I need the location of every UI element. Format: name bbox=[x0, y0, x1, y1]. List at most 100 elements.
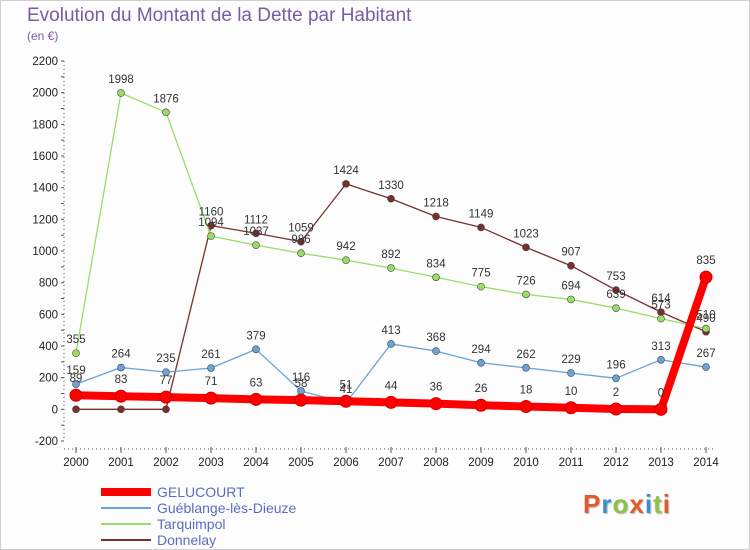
series-point bbox=[657, 314, 665, 323]
y-tick-label: 0 bbox=[52, 404, 58, 416]
chart-title: Evolution du Montant de la Dette par Hab… bbox=[27, 5, 412, 26]
data-label: 0 bbox=[658, 387, 664, 399]
data-label: 726 bbox=[516, 275, 535, 287]
data-label: 413 bbox=[381, 325, 400, 337]
y-tick-label: 400 bbox=[39, 341, 58, 353]
data-label: 379 bbox=[246, 330, 265, 342]
x-tick-label: 2014 bbox=[693, 457, 719, 469]
data-label: 1023 bbox=[513, 228, 539, 240]
series-line-2 bbox=[75, 92, 707, 354]
data-label: 235 bbox=[156, 353, 175, 365]
series-point bbox=[522, 243, 530, 252]
series-point bbox=[339, 394, 353, 408]
data-label: 1112 bbox=[244, 214, 268, 226]
data-label: 267 bbox=[696, 348, 715, 360]
series-point bbox=[72, 380, 80, 388]
x-tick-label: 2012 bbox=[603, 457, 629, 469]
series-point bbox=[567, 369, 575, 377]
data-label: 1876 bbox=[153, 93, 179, 105]
series-point bbox=[432, 212, 440, 221]
data-label: 1160 bbox=[199, 207, 224, 219]
series-point bbox=[117, 89, 125, 97]
data-label: 753 bbox=[606, 271, 625, 283]
data-label: 89 bbox=[70, 373, 83, 385]
data-label: 18 bbox=[520, 384, 533, 396]
data-label: 835 bbox=[696, 255, 715, 267]
x-tick-label: 2009 bbox=[468, 457, 494, 469]
legend-label: Donnelay bbox=[157, 532, 217, 548]
data-label: 892 bbox=[381, 249, 400, 261]
x-tick-label: 2008 bbox=[423, 457, 449, 469]
series-point bbox=[252, 229, 260, 238]
x-tick-label: 2013 bbox=[648, 457, 674, 469]
data-label: 1330 bbox=[378, 180, 404, 192]
x-tick-label: 2003 bbox=[198, 457, 224, 469]
y-tick-label: 2000 bbox=[32, 88, 58, 100]
series-point bbox=[429, 397, 443, 411]
proxiti-logo: Proxiti bbox=[583, 489, 671, 520]
series-point bbox=[612, 304, 620, 312]
data-label: 986 bbox=[291, 234, 310, 246]
series-point bbox=[387, 264, 395, 272]
data-label: 261 bbox=[201, 349, 220, 361]
series-point bbox=[342, 256, 350, 264]
y-tick-label: 1600 bbox=[32, 151, 58, 163]
data-label: 775 bbox=[471, 268, 490, 280]
data-label: 77 bbox=[160, 375, 173, 387]
data-label: 26 bbox=[475, 383, 488, 395]
chart-unit-label: (en €) bbox=[27, 29, 59, 43]
x-tick-label: 2007 bbox=[378, 457, 404, 469]
data-label: 264 bbox=[111, 349, 131, 361]
y-tick-label: 600 bbox=[39, 309, 58, 321]
data-label: 614 bbox=[651, 293, 671, 305]
data-label: 294 bbox=[471, 344, 491, 356]
x-tick-label: 2011 bbox=[559, 457, 584, 469]
data-label: 490 bbox=[696, 313, 715, 325]
x-tick-label: 2004 bbox=[243, 457, 269, 469]
series-point bbox=[114, 389, 128, 403]
x-tick-label: 2005 bbox=[288, 457, 314, 469]
series-point bbox=[342, 180, 350, 188]
y-tick-label: -200 bbox=[35, 436, 58, 448]
y-tick-label: 1000 bbox=[32, 246, 58, 258]
legend-swatch bbox=[101, 488, 151, 496]
series-point bbox=[432, 347, 440, 355]
series-point bbox=[654, 402, 668, 416]
logo-letter: x bbox=[629, 489, 645, 519]
logo-letter: t bbox=[653, 489, 663, 519]
series-point bbox=[567, 295, 575, 304]
y-tick-label: 1200 bbox=[32, 214, 58, 226]
data-label: 10 bbox=[565, 386, 578, 398]
y-tick-label: 1400 bbox=[32, 183, 58, 195]
logo-letter: i bbox=[644, 489, 654, 519]
legend-item: Donnelay bbox=[101, 532, 296, 548]
series-point bbox=[522, 364, 530, 372]
data-label: 58 bbox=[295, 378, 308, 390]
logo-letter: P bbox=[583, 489, 602, 519]
data-label: 1094 bbox=[198, 217, 224, 229]
data-label: 942 bbox=[336, 241, 355, 253]
series-point bbox=[474, 398, 488, 412]
x-tick-label: 2000 bbox=[63, 457, 89, 469]
series-point bbox=[117, 363, 125, 372]
data-label: 2 bbox=[613, 387, 619, 399]
series-point bbox=[294, 393, 308, 407]
series-point bbox=[612, 374, 620, 383]
series-point bbox=[249, 392, 263, 406]
series-point bbox=[117, 405, 125, 414]
series-point bbox=[702, 324, 710, 333]
data-label: 1059 bbox=[288, 223, 314, 235]
series-point bbox=[477, 358, 485, 367]
series-point bbox=[564, 401, 578, 415]
series-point bbox=[477, 282, 485, 291]
data-label: 159 bbox=[66, 365, 85, 377]
x-tick-label: 2002 bbox=[153, 457, 179, 469]
data-label: 907 bbox=[561, 247, 580, 259]
data-label: 51 bbox=[340, 379, 353, 391]
series-point bbox=[432, 273, 440, 282]
series-point bbox=[384, 395, 398, 409]
legend-swatch bbox=[101, 523, 151, 525]
x-tick-label: 2001 bbox=[108, 457, 134, 469]
